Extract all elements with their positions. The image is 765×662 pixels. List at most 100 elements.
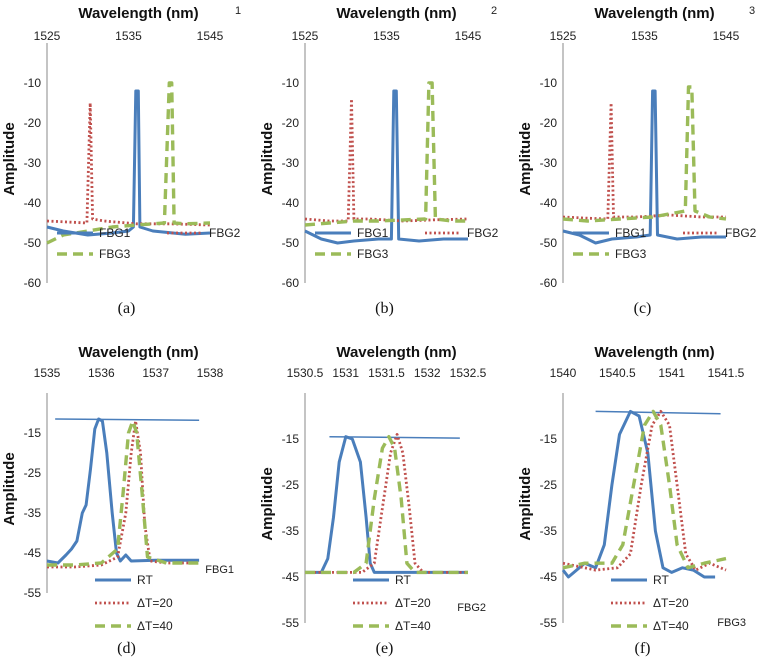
y-tick-label: -25 <box>24 466 42 480</box>
x-tick-label: 1541 <box>658 366 685 380</box>
series-line-ΔT=20 <box>47 419 200 569</box>
x-tick-label: 1536 <box>88 366 115 380</box>
series-line-ΔT=40 <box>47 419 200 567</box>
corner-label: FBG1 <box>205 564 234 576</box>
x-tick-label: 1540 <box>550 366 577 380</box>
legend-label: FBG1 <box>357 226 389 240</box>
x-tick-label: 1535 <box>631 29 658 43</box>
y-tick-label: -50 <box>540 236 558 250</box>
y-tick-label: -35 <box>540 524 558 538</box>
series-line-ΔT=20 <box>562 409 727 572</box>
y-axis-title: Amplitude <box>259 467 276 540</box>
y-tick-label: -60 <box>24 276 42 290</box>
y-tick-label: -50 <box>24 236 42 250</box>
y-tick-label: -40 <box>282 196 300 210</box>
x-tick-label: 1531 <box>332 366 359 380</box>
x-tick-label: 1538 <box>197 366 224 380</box>
legend-label: FBG2 <box>725 226 757 240</box>
y-axis-title: Amplitude <box>517 467 534 540</box>
panel-caption: (c) <box>634 300 652 317</box>
x-axis-title: Wavelength (nm) <box>78 5 198 22</box>
x-tick-label: 1531.5 <box>368 366 405 380</box>
panel-caption: (f) <box>635 640 651 657</box>
x-tick-label: 1525 <box>292 29 319 43</box>
corner-label: FBG3 <box>717 617 746 629</box>
x-tick-label: 1537 <box>142 366 169 380</box>
chart-panel-3: Wavelength (nm) 3 1525 1535 1545 -10 -20 -30 -40… <box>517 5 757 317</box>
x-tick-label: 1532 <box>414 366 441 380</box>
corner-label: 2 <box>491 5 497 17</box>
x-tick-label: 1545 <box>713 29 740 43</box>
panel-caption: (b) <box>375 300 394 317</box>
y-axis-title: Amplitude <box>1 122 18 195</box>
y-tick-label: -35 <box>282 524 300 538</box>
y-tick-label: -50 <box>282 236 300 250</box>
x-tick-label: 1540.5 <box>599 366 636 380</box>
panel-caption: (a) <box>118 300 136 317</box>
x-tick-label: 1535 <box>373 29 400 43</box>
y-tick-label: -40 <box>540 196 558 210</box>
y-tick-label: -45 <box>24 546 42 560</box>
y-tick-label: -20 <box>540 116 558 130</box>
x-tick-label: 1532.5 <box>450 366 487 380</box>
y-tick-label: -55 <box>24 586 42 600</box>
reference-line <box>595 410 721 415</box>
chart-panel-6: Wavelength (nm) FBG3 1540 1540.5 1541 1541.5 -… <box>517 344 746 657</box>
series-line-FBG3 <box>562 85 727 223</box>
y-tick-label: -20 <box>24 116 42 130</box>
x-axis-title: Wavelength (nm) <box>336 5 456 22</box>
x-tick-label: 1525 <box>34 29 61 43</box>
legend-label: FBG3 <box>99 247 131 261</box>
y-tick-label: -10 <box>540 76 558 90</box>
y-tick-label: -55 <box>540 616 558 630</box>
y-tick-label: -30 <box>24 156 42 170</box>
chart-panel-5: Wavelength (nm) FBG2 1530.5 1531 1531.5 1532 1… <box>259 344 487 657</box>
x-tick-label: 1545 <box>197 29 224 43</box>
x-tick-label: 1535 <box>34 366 61 380</box>
y-tick-label: -55 <box>282 616 300 630</box>
legend-label: ΔT=20 <box>137 596 173 610</box>
legend-label: ΔT=40 <box>395 619 431 633</box>
chart-panel-2: Wavelength (nm) 2 1525 1535 1545 -10 -20 -30 -40… <box>259 5 499 317</box>
series-line-RT <box>46 417 200 565</box>
y-tick-label: -25 <box>540 478 558 492</box>
y-tick-label: -10 <box>24 76 42 90</box>
corner-label: 3 <box>749 5 755 17</box>
y-axis-title: Amplitude <box>1 452 18 525</box>
y-tick-label: -45 <box>282 570 300 584</box>
y-axis-title: Amplitude <box>259 122 276 195</box>
y-tick-label: -40 <box>24 196 42 210</box>
x-tick-label: 1525 <box>550 29 577 43</box>
corner-label: FBG2 <box>457 602 486 614</box>
legend-label: ΔT=20 <box>395 596 431 610</box>
reference-line <box>55 418 200 421</box>
y-tick-label: -15 <box>24 426 42 440</box>
x-tick-label: 1541.5 <box>708 366 745 380</box>
x-axis-title: Wavelength (nm) <box>336 344 456 361</box>
x-tick-label: 1535 <box>115 29 142 43</box>
y-tick-label: -60 <box>282 276 300 290</box>
corner-label: 1 <box>235 5 241 17</box>
y-tick-label: -25 <box>282 478 300 492</box>
legend-label: FBG1 <box>615 226 647 240</box>
y-tick-label: -15 <box>540 432 558 446</box>
chart-panel-4: Wavelength (nm) FBG1 1535 1536 1537 1538 -15 -2… <box>1 344 234 657</box>
y-tick-label: -10 <box>282 76 300 90</box>
chart-panel-1: Wavelength (nm) 1 1525 1535 1545 -10 -20 -30 -40… <box>1 5 241 317</box>
y-axis-title: Amplitude <box>517 122 534 195</box>
series-line-FBG3 <box>304 81 468 227</box>
series-line-FBG1 <box>46 89 211 237</box>
legend-label: RT <box>137 573 153 587</box>
y-tick-label: -30 <box>282 156 300 170</box>
series-line-FBG2 <box>304 97 469 223</box>
panel-caption: (d) <box>117 640 136 657</box>
series-line-ΔT=40 <box>562 409 727 570</box>
legend-label: FBG1 <box>99 226 131 240</box>
y-tick-label: -60 <box>540 276 558 290</box>
y-tick-label: -30 <box>540 156 558 170</box>
x-axis-title: Wavelength (nm) <box>594 344 714 361</box>
legend-label: RT <box>395 573 411 587</box>
series-line-RT <box>561 409 716 579</box>
x-tick-label: 1530.5 <box>287 366 324 380</box>
